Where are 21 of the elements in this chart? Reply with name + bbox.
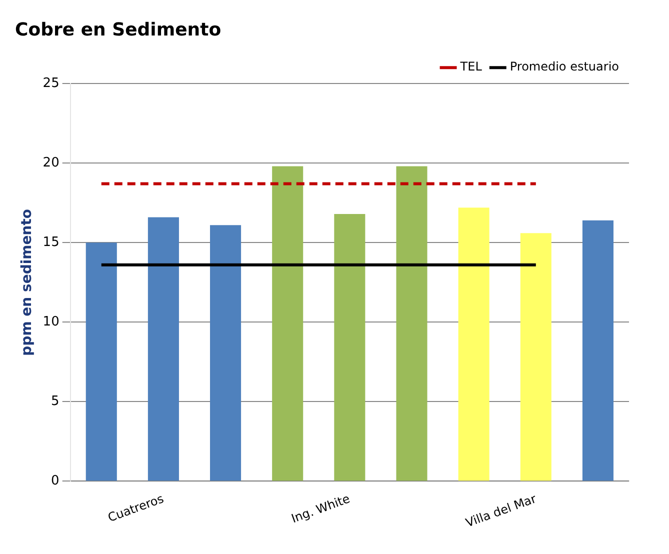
legend-label: TEL bbox=[459, 60, 482, 74]
bar bbox=[148, 217, 179, 481]
bar bbox=[210, 225, 242, 481]
x-tick-label: Ing. White bbox=[289, 492, 352, 526]
x-tick-label: Villa del Mar bbox=[464, 492, 538, 530]
y-tick-label: 25 bbox=[42, 76, 60, 91]
bar bbox=[458, 208, 490, 481]
bar bbox=[334, 214, 366, 481]
bar bbox=[86, 242, 117, 481]
y-tick-label: 10 bbox=[42, 314, 60, 330]
bar bbox=[272, 166, 304, 481]
chart-title: Cobre en Sedimento bbox=[15, 19, 222, 40]
y-tick-label: 5 bbox=[51, 394, 60, 410]
legend-label: Promedio estuario bbox=[510, 60, 619, 74]
bar bbox=[520, 233, 552, 481]
bar bbox=[582, 220, 614, 481]
y-tick-label: 15 bbox=[42, 235, 60, 250]
bar bbox=[396, 166, 428, 481]
y-tick-label: 20 bbox=[42, 155, 60, 170]
y-tick-label: 0 bbox=[51, 474, 60, 489]
y-axis-title: ppm en sedimento bbox=[19, 208, 36, 356]
